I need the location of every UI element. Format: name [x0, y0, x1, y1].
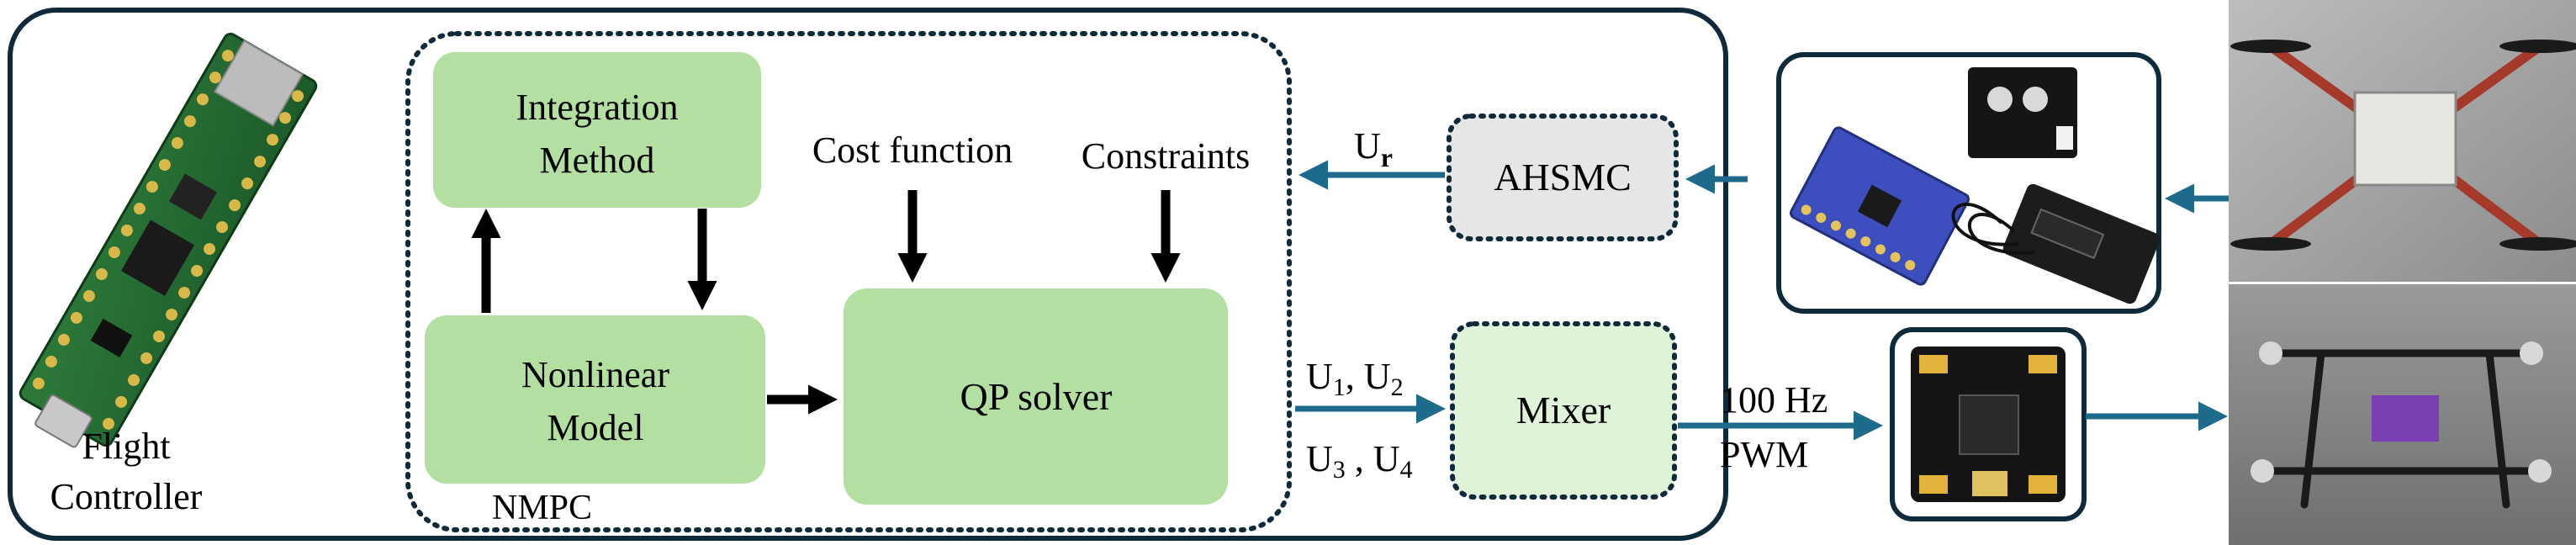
cost-function-label: Cost function	[812, 130, 1013, 171]
sensor-modules-image	[1789, 67, 2161, 304]
integration-method-block	[433, 52, 761, 208]
mixer-block	[1450, 321, 1677, 500]
quadrotor-photo-bottom	[2229, 284, 2576, 545]
flight-controller-label-line1: Flight	[82, 426, 170, 467]
quadrotor-photo-top	[2229, 0, 2576, 282]
nmpc-region	[405, 31, 1292, 532]
ahsmc-label: AHSMC	[1494, 156, 1632, 198]
integration-method-line1: Integration	[516, 87, 678, 128]
pwm-label: PWM	[1720, 434, 1808, 475]
ur-label: Ur	[1354, 125, 1393, 172]
u3-u4-label: U3 , U4	[1306, 438, 1413, 484]
nmpc-label: NMPC	[492, 489, 592, 527]
flight-controller-label-line2: Controller	[50, 476, 203, 517]
ahsmc-block	[1447, 114, 1679, 241]
constraints-label: Constraints	[1082, 135, 1250, 177]
flight-controller-board-image	[19, 32, 318, 448]
pwm-frequency-label: 100 Hz	[1720, 379, 1828, 421]
esc-board-image	[1911, 347, 2066, 502]
integration-method-line2: Method	[540, 140, 655, 181]
qp-solver-block	[844, 288, 1228, 505]
nonlinear-model-block	[425, 315, 765, 484]
qp-solver-label: QP solver	[960, 375, 1112, 418]
controller-frame	[8, 8, 1728, 541]
nonlinear-model-line2: Model	[547, 407, 644, 448]
mixer-label: Mixer	[1516, 389, 1611, 431]
nonlinear-model-line1: Nonlinear	[521, 354, 669, 395]
u1-u2-label: U1, U2	[1306, 356, 1404, 401]
